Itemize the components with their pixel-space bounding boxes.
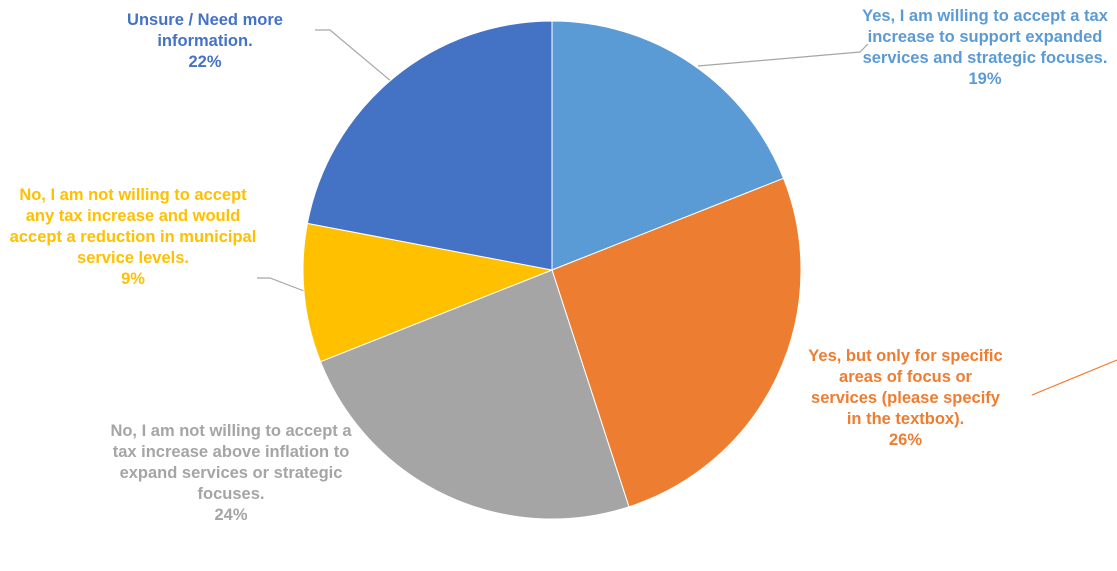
pie-slice-no-reduction [302, 222, 554, 363]
pie-slice-unsure [306, 20, 553, 271]
slice-label-no-above-inflation: No, I am not willing to accept a tax inc… [106, 421, 356, 526]
slice-label-no-reduction: No, I am not willing to accept any tax i… [8, 185, 258, 290]
pie-leader-line-yes-willing [697, 43, 869, 67]
leader-lines [257, 29, 1117, 396]
slice-label-no-reduction-text: No, I am not willing to accept any tax i… [9, 186, 257, 267]
pie-leader-line-unsure [315, 29, 393, 83]
slice-label-yes-willing-text: Yes, I am willing to accept a tax increa… [862, 7, 1108, 67]
slice-label-yes-willing: Yes, I am willing to accept a tax increa… [860, 6, 1110, 90]
slice-label-yes-specific-percent: 26% [888, 431, 923, 449]
pie-leader-line-no-reduction [257, 277, 305, 292]
slice-label-unsure: Unsure / Need more information. 22% [80, 10, 330, 73]
pie-slice-yes-specific [551, 177, 802, 508]
slice-label-unsure-text: Unsure / Need more information. [127, 11, 283, 50]
slice-label-yes-specific: Yes, but only for specific areas of focu… [808, 346, 1003, 451]
slice-label-yes-specific-text: Yes, but only for specific areas of focu… [808, 347, 1003, 428]
slice-label-no-above-inflation-text: No, I am not willing to accept a tax inc… [110, 422, 352, 503]
slice-label-yes-willing-percent: 19% [968, 70, 1002, 88]
pie-leader-line-yes-specific [1031, 359, 1117, 396]
pie-slice-yes-willing [551, 20, 785, 271]
slice-label-unsure-percent: 22% [188, 53, 222, 71]
slice-label-no-reduction-percent: 9% [121, 270, 145, 288]
pie-slices [302, 20, 802, 520]
slice-label-no-above-inflation-percent: 24% [214, 506, 248, 524]
pie-slice-no-above-inflation [319, 269, 630, 520]
